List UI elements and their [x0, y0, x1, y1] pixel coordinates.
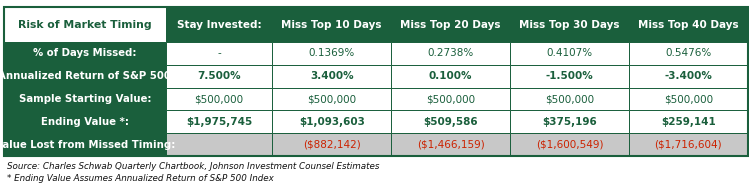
FancyBboxPatch shape	[4, 42, 166, 65]
Text: Risk of Market Timing: Risk of Market Timing	[18, 20, 151, 30]
Text: Miss Top 40 Days: Miss Top 40 Days	[638, 20, 739, 30]
FancyBboxPatch shape	[272, 65, 391, 88]
FancyBboxPatch shape	[166, 88, 272, 110]
FancyBboxPatch shape	[629, 7, 748, 42]
Text: 0.5476%: 0.5476%	[665, 48, 712, 58]
FancyBboxPatch shape	[391, 133, 510, 156]
Text: ($1,716,604): ($1,716,604)	[655, 140, 722, 150]
Text: $375,196: $375,196	[542, 117, 597, 127]
Text: Annualized Return of S&P 500: Annualized Return of S&P 500	[0, 71, 172, 81]
Text: Value Lost from Missed Timing:: Value Lost from Missed Timing:	[0, 140, 175, 150]
Text: Source: Charles Schwab Quarterly Chartbook, Johnson Investment Counsel Estimates: Source: Charles Schwab Quarterly Chartbo…	[7, 162, 379, 171]
Text: $259,141: $259,141	[661, 117, 716, 127]
FancyBboxPatch shape	[4, 65, 166, 88]
FancyBboxPatch shape	[391, 110, 510, 133]
Text: 7.500%: 7.500%	[197, 71, 241, 81]
FancyBboxPatch shape	[166, 65, 272, 88]
FancyBboxPatch shape	[272, 110, 391, 133]
Text: $1,975,745: $1,975,745	[186, 117, 252, 127]
FancyBboxPatch shape	[272, 88, 391, 110]
FancyBboxPatch shape	[4, 88, 166, 110]
Text: $500,000: $500,000	[664, 94, 713, 104]
FancyBboxPatch shape	[510, 7, 629, 42]
Text: -: -	[217, 48, 221, 58]
FancyBboxPatch shape	[166, 133, 272, 156]
FancyBboxPatch shape	[166, 110, 272, 133]
Text: Stay Invested:: Stay Invested:	[177, 20, 261, 30]
Text: $500,000: $500,000	[307, 94, 357, 104]
Text: Miss Top 10 Days: Miss Top 10 Days	[282, 20, 382, 30]
Text: $500,000: $500,000	[426, 94, 476, 104]
Text: Ending Value *:: Ending Value *:	[40, 117, 129, 127]
FancyBboxPatch shape	[629, 42, 748, 65]
FancyBboxPatch shape	[272, 42, 391, 65]
FancyBboxPatch shape	[4, 7, 166, 42]
Text: Miss Top 30 Days: Miss Top 30 Days	[520, 20, 620, 30]
Text: $509,586: $509,586	[423, 117, 478, 127]
FancyBboxPatch shape	[510, 88, 629, 110]
Text: ($1,600,549): ($1,600,549)	[536, 140, 604, 150]
Text: $500,000: $500,000	[545, 94, 594, 104]
Text: 0.2738%: 0.2738%	[428, 48, 474, 58]
FancyBboxPatch shape	[4, 110, 166, 133]
Text: 0.4107%: 0.4107%	[547, 48, 592, 58]
FancyBboxPatch shape	[166, 7, 272, 42]
FancyBboxPatch shape	[391, 88, 510, 110]
Text: ($882,142): ($882,142)	[303, 140, 360, 150]
Text: $1,093,603: $1,093,603	[299, 117, 365, 127]
FancyBboxPatch shape	[510, 42, 629, 65]
FancyBboxPatch shape	[629, 88, 748, 110]
Text: -3.400%: -3.400%	[664, 71, 712, 81]
FancyBboxPatch shape	[272, 7, 391, 42]
FancyBboxPatch shape	[629, 110, 748, 133]
Text: * Ending Value Assumes Annualized Return of S&P 500 Index: * Ending Value Assumes Annualized Return…	[7, 174, 273, 183]
FancyBboxPatch shape	[391, 7, 510, 42]
Text: Sample Starting Value:: Sample Starting Value:	[19, 94, 151, 104]
Text: 3.400%: 3.400%	[310, 71, 354, 81]
FancyBboxPatch shape	[4, 133, 166, 156]
Text: 0.100%: 0.100%	[429, 71, 473, 81]
Text: $500,000: $500,000	[195, 94, 243, 104]
Text: ($1,466,159): ($1,466,159)	[417, 140, 485, 150]
FancyBboxPatch shape	[629, 65, 748, 88]
FancyBboxPatch shape	[391, 42, 510, 65]
Text: 0.1369%: 0.1369%	[309, 48, 355, 58]
FancyBboxPatch shape	[510, 133, 629, 156]
Text: % of Days Missed:: % of Days Missed:	[33, 48, 136, 58]
Text: Miss Top 20 Days: Miss Top 20 Days	[401, 20, 501, 30]
FancyBboxPatch shape	[510, 65, 629, 88]
Text: -1.500%: -1.500%	[546, 71, 594, 81]
FancyBboxPatch shape	[272, 133, 391, 156]
FancyBboxPatch shape	[510, 110, 629, 133]
FancyBboxPatch shape	[391, 65, 510, 88]
FancyBboxPatch shape	[166, 42, 272, 65]
FancyBboxPatch shape	[629, 133, 748, 156]
